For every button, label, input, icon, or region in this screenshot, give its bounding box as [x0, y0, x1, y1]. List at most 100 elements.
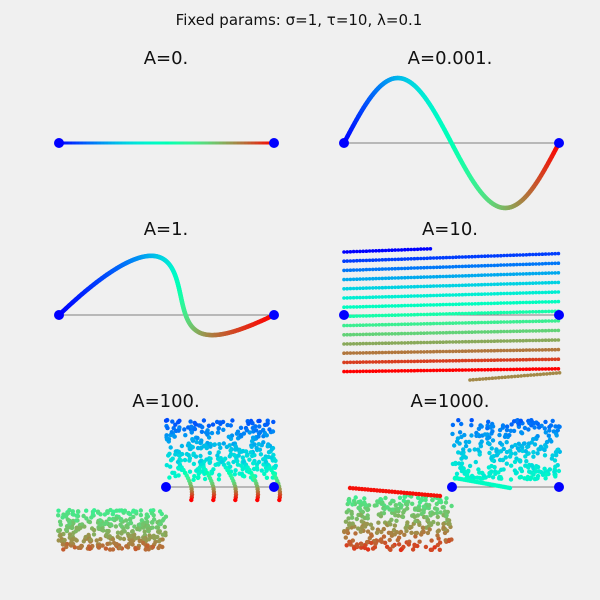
bead [84, 508, 89, 513]
stripe-bead [505, 320, 510, 324]
stripe-bead [492, 273, 497, 277]
stripe-bead [476, 320, 481, 325]
stripe-bead [415, 275, 420, 280]
stripe-bead [454, 311, 458, 316]
stripe-bead [473, 358, 478, 363]
bead [244, 449, 249, 454]
stripe-bead [470, 330, 474, 335]
bead [547, 428, 552, 433]
bead [231, 452, 237, 458]
stripe-bead [515, 339, 519, 343]
bead [380, 500, 385, 505]
stripe-bead [535, 372, 539, 377]
stripe-bead [371, 249, 375, 253]
stripe-bead [393, 322, 398, 327]
band-bead [507, 485, 513, 491]
bead [347, 521, 352, 526]
arc-bead [255, 497, 260, 503]
panel-3 [54, 253, 279, 338]
stripe-bead [529, 373, 533, 377]
stripe-bead [412, 322, 417, 326]
bead [509, 422, 514, 427]
stripe-bead [425, 247, 430, 251]
bead [346, 516, 351, 521]
stripe-bead [447, 274, 452, 279]
stripe-bead [489, 301, 494, 306]
bead [165, 425, 170, 431]
stripe-bead [371, 323, 375, 327]
bead [550, 453, 555, 458]
stripe-bead [476, 330, 481, 334]
stripe-bead [403, 257, 407, 261]
bead [497, 432, 502, 438]
bead [434, 501, 439, 507]
bead [60, 515, 65, 520]
bead [235, 462, 241, 467]
bead [529, 418, 534, 423]
stripe-bead [499, 301, 503, 305]
stripe-bead [460, 340, 465, 344]
stripe-bead [364, 295, 369, 300]
bead [195, 475, 201, 481]
bead [469, 418, 474, 423]
bead [190, 437, 195, 442]
bead [194, 439, 199, 445]
stripe-bead [396, 276, 401, 280]
bead [343, 519, 349, 524]
stripe-bead [554, 371, 559, 375]
stripe-bead [527, 252, 532, 257]
stripe-bead [495, 348, 500, 353]
stripe-bead [508, 291, 513, 296]
stripe-bead [534, 329, 538, 333]
bead [244, 453, 250, 458]
bead [511, 419, 517, 424]
bead [227, 443, 232, 448]
stripe-bead [390, 248, 394, 252]
stripe-bead [451, 265, 455, 269]
bead [179, 443, 185, 449]
bead [413, 519, 418, 524]
stripe-bead [483, 320, 487, 325]
stripe-bead [451, 283, 455, 288]
stripe-bead [403, 331, 407, 336]
stripe-bead [476, 358, 481, 363]
stripe-bead [556, 338, 561, 342]
bead [257, 418, 262, 424]
bead [131, 514, 136, 520]
stripe-bead [483, 349, 487, 353]
stripe-bead [537, 357, 541, 362]
bead [94, 538, 99, 543]
stripe-bead [415, 350, 420, 354]
bead [409, 530, 414, 535]
stripe-bead [393, 276, 398, 280]
bead [403, 501, 409, 507]
bead [525, 474, 530, 480]
bead [494, 453, 500, 458]
bead [517, 475, 522, 480]
bead [242, 474, 247, 479]
stripe-bead [451, 368, 455, 373]
stripe-bead [351, 268, 356, 272]
stripe-bead [508, 301, 513, 305]
bead [523, 454, 528, 459]
bead [89, 515, 94, 520]
bead [478, 444, 484, 449]
stripe-bead [497, 375, 501, 380]
bead [489, 446, 494, 451]
stripe-bead [499, 282, 503, 286]
bead [256, 459, 262, 465]
stripe-bead [348, 369, 353, 374]
stripe-bead [425, 359, 430, 364]
stripe-bead [460, 264, 465, 269]
stripe-bead [361, 314, 366, 318]
bead [507, 433, 512, 438]
stripe-bead [441, 359, 446, 363]
bead [366, 503, 372, 508]
bead [438, 498, 443, 503]
bead [206, 435, 212, 440]
stripe-bead [479, 368, 484, 372]
stripe-bead [390, 359, 394, 364]
stripe-bead [419, 266, 423, 270]
stripe-bead [428, 368, 433, 373]
